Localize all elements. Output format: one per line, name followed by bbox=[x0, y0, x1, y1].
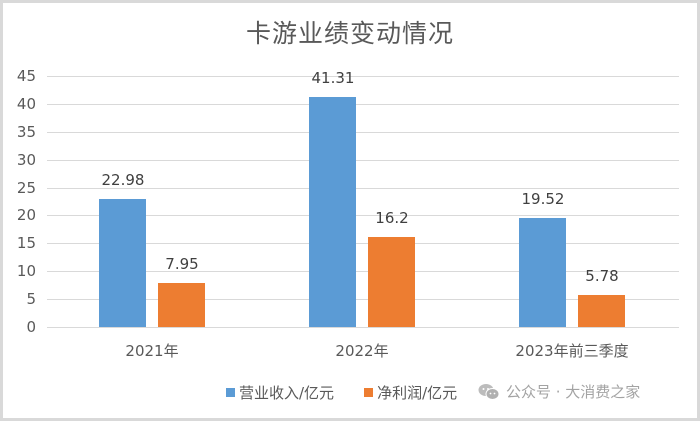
y-tick-label: 45 bbox=[16, 67, 36, 85]
data-label: 7.95 bbox=[165, 255, 199, 273]
data-label: 16.2 bbox=[375, 209, 409, 227]
watermark-text: 公众号 · 大消费之家 bbox=[506, 383, 641, 401]
y-tick-label: 35 bbox=[16, 123, 36, 141]
gridline bbox=[47, 215, 679, 216]
gridline bbox=[47, 76, 679, 77]
legend-item-revenue: 营业收入/亿元 bbox=[226, 382, 334, 403]
gridline bbox=[47, 132, 679, 133]
y-tick-label: 25 bbox=[16, 179, 36, 197]
data-label: 5.78 bbox=[585, 267, 619, 285]
data-label: 22.98 bbox=[101, 171, 145, 189]
legend-item-net-profit: 净利润/亿元 bbox=[364, 382, 457, 403]
y-tick-label: 10 bbox=[16, 262, 36, 280]
y-tick-label: 30 bbox=[16, 151, 36, 169]
bar-revenue bbox=[99, 199, 146, 327]
legend-swatch bbox=[226, 387, 235, 397]
legend-label: 净利润/亿元 bbox=[377, 383, 458, 402]
legend: 营业收入/亿元 净利润/亿元 bbox=[226, 382, 487, 402]
y-tick-label: 20 bbox=[16, 206, 36, 224]
gridline bbox=[47, 104, 679, 105]
data-label: 41.31 bbox=[311, 69, 355, 87]
watermark: 公众号 · 大消费之家 bbox=[478, 381, 640, 402]
gridline bbox=[47, 271, 679, 272]
gridline bbox=[47, 243, 679, 244]
bar-revenue bbox=[519, 218, 566, 327]
gridline bbox=[47, 327, 679, 328]
wechat-icon bbox=[478, 383, 500, 401]
data-label: 19.52 bbox=[521, 190, 565, 208]
y-tick-label: 5 bbox=[26, 290, 36, 308]
gridline bbox=[47, 188, 679, 189]
bar-net-profit bbox=[368, 237, 415, 327]
legend-label: 营业收入/亿元 bbox=[239, 383, 335, 402]
gridline bbox=[47, 160, 679, 161]
x-category-label: 2022年 bbox=[335, 342, 389, 360]
x-category-label: 2021年 bbox=[125, 342, 179, 360]
bar-net-profit bbox=[158, 283, 205, 327]
bar-net-profit bbox=[578, 295, 625, 327]
bar-revenue bbox=[309, 97, 356, 327]
y-tick-label: 15 bbox=[16, 234, 36, 252]
x-category-label: 2023年前三季度 bbox=[515, 342, 629, 360]
y-tick-label: 40 bbox=[16, 95, 36, 113]
chart-title: 卡游业绩变动情况 bbox=[245, 19, 454, 48]
gridline bbox=[47, 299, 679, 300]
legend-swatch bbox=[364, 387, 374, 397]
y-tick-label: 0 bbox=[26, 318, 36, 336]
